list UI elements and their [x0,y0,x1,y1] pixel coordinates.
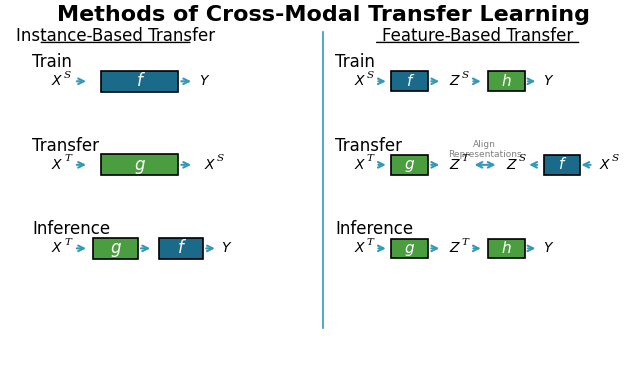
Text: $Z$: $Z$ [449,158,461,172]
Text: Train: Train [335,53,375,71]
Text: g: g [110,239,121,257]
Text: Methods of Cross-Modal Transfer Learning: Methods of Cross-Modal Transfer Learning [57,5,590,25]
Text: Transfer: Transfer [335,137,402,155]
FancyBboxPatch shape [100,71,178,92]
Text: $Z$: $Z$ [449,242,461,255]
Text: $X$: $X$ [354,158,366,172]
Text: h: h [501,74,511,89]
Text: $X$: $X$ [354,74,366,88]
Text: $Y$: $Y$ [543,242,555,255]
FancyBboxPatch shape [391,71,428,91]
FancyBboxPatch shape [488,71,525,91]
Text: $Y$: $Y$ [199,74,211,88]
Text: T: T [64,154,71,163]
Text: S: S [518,154,525,163]
Text: $X$: $X$ [204,158,217,172]
Text: S: S [64,71,71,80]
Text: $Z$: $Z$ [449,74,461,88]
Text: $X$: $X$ [51,242,63,255]
Text: g: g [404,241,414,256]
Text: Inference: Inference [33,220,111,239]
Text: Feature-Based Transfer: Feature-Based Transfer [382,27,573,45]
Text: T: T [367,154,374,163]
Text: Transfer: Transfer [33,137,99,155]
Text: g: g [404,157,414,172]
FancyBboxPatch shape [488,239,525,258]
FancyBboxPatch shape [391,155,428,175]
Text: S: S [217,154,224,163]
Text: T: T [367,238,374,247]
Text: f: f [406,74,412,89]
FancyBboxPatch shape [93,238,138,259]
Text: $X$: $X$ [51,74,63,88]
FancyBboxPatch shape [159,238,203,259]
Text: S: S [461,71,468,80]
Text: f: f [559,157,564,172]
FancyBboxPatch shape [391,239,428,258]
Text: Inference: Inference [335,220,413,239]
Text: f: f [178,239,184,257]
Text: $X$: $X$ [354,242,366,255]
FancyBboxPatch shape [100,154,178,175]
Text: $Z$: $Z$ [506,158,518,172]
Text: T: T [461,238,468,247]
Text: $X$: $X$ [599,158,611,172]
Text: h: h [501,241,511,256]
Text: f: f [136,72,142,90]
Text: Align
Representations: Align Representations [448,140,522,159]
FancyBboxPatch shape [543,155,580,175]
Text: Train: Train [33,53,72,71]
Text: T: T [461,154,468,163]
Text: S: S [612,154,619,163]
Text: $Y$: $Y$ [221,242,233,255]
Text: T: T [64,238,71,247]
Text: g: g [134,156,145,174]
Text: $Y$: $Y$ [543,74,555,88]
Text: Instance-Based Transfer: Instance-Based Transfer [16,27,215,45]
Text: S: S [367,71,374,80]
Text: $X$: $X$ [51,158,63,172]
